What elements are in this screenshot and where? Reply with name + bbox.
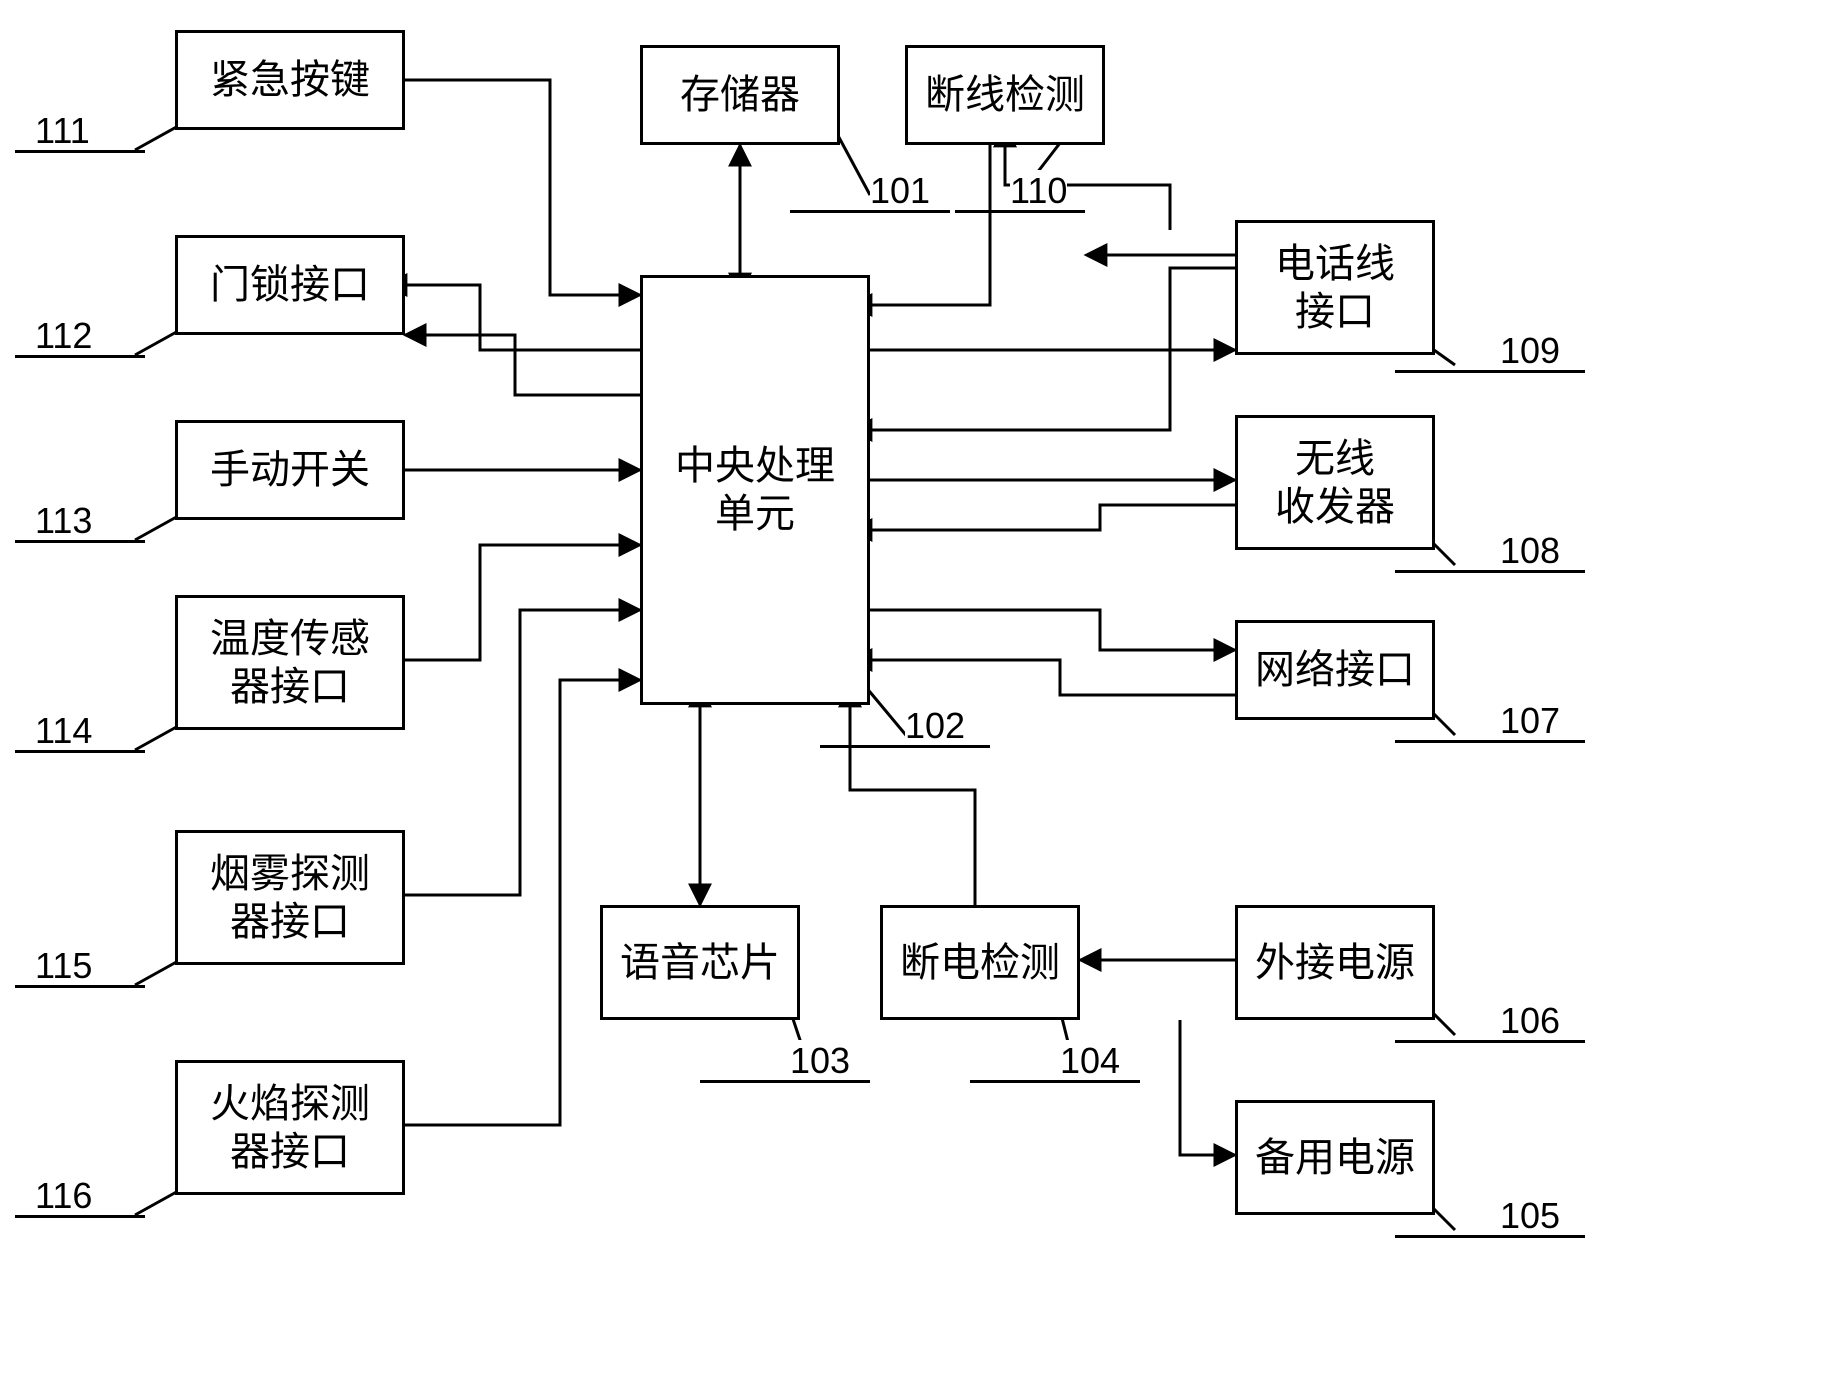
ref-underline-113: [15, 540, 145, 543]
ref-label-109: 109: [1500, 330, 1560, 372]
edge-9: [870, 145, 990, 305]
edge-20: [1180, 1020, 1235, 1155]
box-phoneif: 电话线 接口: [1235, 220, 1435, 355]
ref-underline-107: [1395, 740, 1585, 743]
edge-16: [870, 610, 1235, 650]
ref-label-106: 106: [1500, 1000, 1560, 1042]
ref-label-111: 111: [35, 110, 90, 152]
edge-17: [870, 660, 1235, 695]
box-smokeif: 烟雾探测 器接口: [175, 830, 405, 965]
box-label-extpower: 外接电源: [1255, 939, 1415, 987]
box-label-memory: 存储器: [680, 71, 800, 119]
leader-14: [135, 960, 180, 985]
box-tempif: 温度传感 器接口: [175, 595, 405, 730]
ref-label-105: 105: [1500, 1195, 1560, 1237]
box-wireless: 无线 收发器: [1235, 415, 1435, 550]
box-label-emergency: 紧急按键: [210, 56, 370, 104]
ref-underline-101: [790, 210, 950, 213]
box-label-smokeif: 烟雾探测 器接口: [210, 850, 370, 946]
ref-underline-105: [1395, 1235, 1585, 1238]
box-backup: 备用电源: [1235, 1100, 1435, 1215]
box-cpu: 中央处理 单元: [640, 275, 870, 705]
ref-underline-102: [820, 745, 990, 748]
ref-underline-114: [15, 750, 145, 753]
edge-4: [405, 335, 640, 395]
ref-underline-103: [700, 1080, 870, 1083]
box-memory: 存储器: [640, 45, 840, 145]
edge-3: [405, 285, 640, 350]
box-label-netif: 网络接口: [1255, 646, 1415, 694]
ref-label-110: 110: [1010, 170, 1067, 212]
box-label-backup: 备用电源: [1255, 1134, 1415, 1182]
edge-13: [870, 268, 1235, 430]
edge-8: [405, 680, 640, 1125]
box-label-poweroff: 断电检测: [900, 939, 1060, 987]
box-netif: 网络接口: [1235, 620, 1435, 720]
box-label-lockif: 门锁接口: [210, 261, 370, 309]
ref-underline-111: [15, 150, 145, 153]
ref-underline-106: [1395, 1040, 1585, 1043]
ref-underline-115: [15, 985, 145, 988]
edge-15: [870, 505, 1235, 530]
edge-7: [405, 610, 640, 895]
ref-label-107: 107: [1500, 700, 1560, 742]
box-manual: 手动开关: [175, 420, 405, 520]
leader-0: [835, 130, 870, 195]
ref-underline-104: [970, 1080, 1140, 1083]
diagram-canvas: 中央处理 单元 存储器语音芯片 断电检测 外接电源备用电源 网络接口 无线 收发器电话线 …: [0, 0, 1837, 1380]
box-lockif: 门锁接口: [175, 235, 405, 335]
ref-label-108: 108: [1500, 530, 1560, 572]
box-label-wireless: 无线 收发器: [1275, 435, 1395, 531]
ref-label-115: 115: [35, 945, 92, 987]
leader-11: [135, 330, 180, 355]
ref-underline-116: [15, 1215, 145, 1218]
box-label-flameif: 火焰探测 器接口: [210, 1080, 370, 1176]
leader-10: [135, 125, 180, 150]
box-label-tempif: 温度传感 器接口: [210, 615, 370, 711]
ref-label-104: 104: [1060, 1040, 1120, 1082]
ref-underline-110: [955, 210, 1085, 213]
leader-15: [135, 1190, 180, 1215]
box-flameif: 火焰探测 器接口: [175, 1060, 405, 1195]
box-label-phoneif: 电话线 接口: [1275, 240, 1395, 336]
ref-underline-109: [1395, 370, 1585, 373]
box-emergency: 紧急按键: [175, 30, 405, 130]
ref-label-101: 101: [870, 170, 930, 212]
box-label-linedet: 断线检测: [925, 71, 1085, 119]
box-label-cpu: 中央处理 单元: [675, 442, 835, 538]
edge-6: [405, 545, 640, 660]
ref-label-112: 112: [35, 315, 92, 357]
box-linedet: 断线检测: [905, 45, 1105, 145]
leader-12: [135, 515, 180, 540]
ref-underline-108: [1395, 570, 1585, 573]
box-poweroff: 断电检测: [880, 905, 1080, 1020]
box-label-manual: 手动开关: [210, 446, 370, 494]
edge-2: [405, 80, 640, 295]
ref-label-102: 102: [905, 705, 965, 747]
box-label-voice: 语音芯片: [620, 939, 780, 987]
leader-13: [135, 725, 180, 750]
ref-label-116: 116: [35, 1175, 92, 1217]
ref-label-113: 113: [35, 500, 92, 542]
box-voice: 语音芯片: [600, 905, 800, 1020]
ref-label-103: 103: [790, 1040, 850, 1082]
ref-underline-112: [15, 355, 145, 358]
box-extpower: 外接电源: [1235, 905, 1435, 1020]
ref-label-114: 114: [35, 710, 92, 752]
